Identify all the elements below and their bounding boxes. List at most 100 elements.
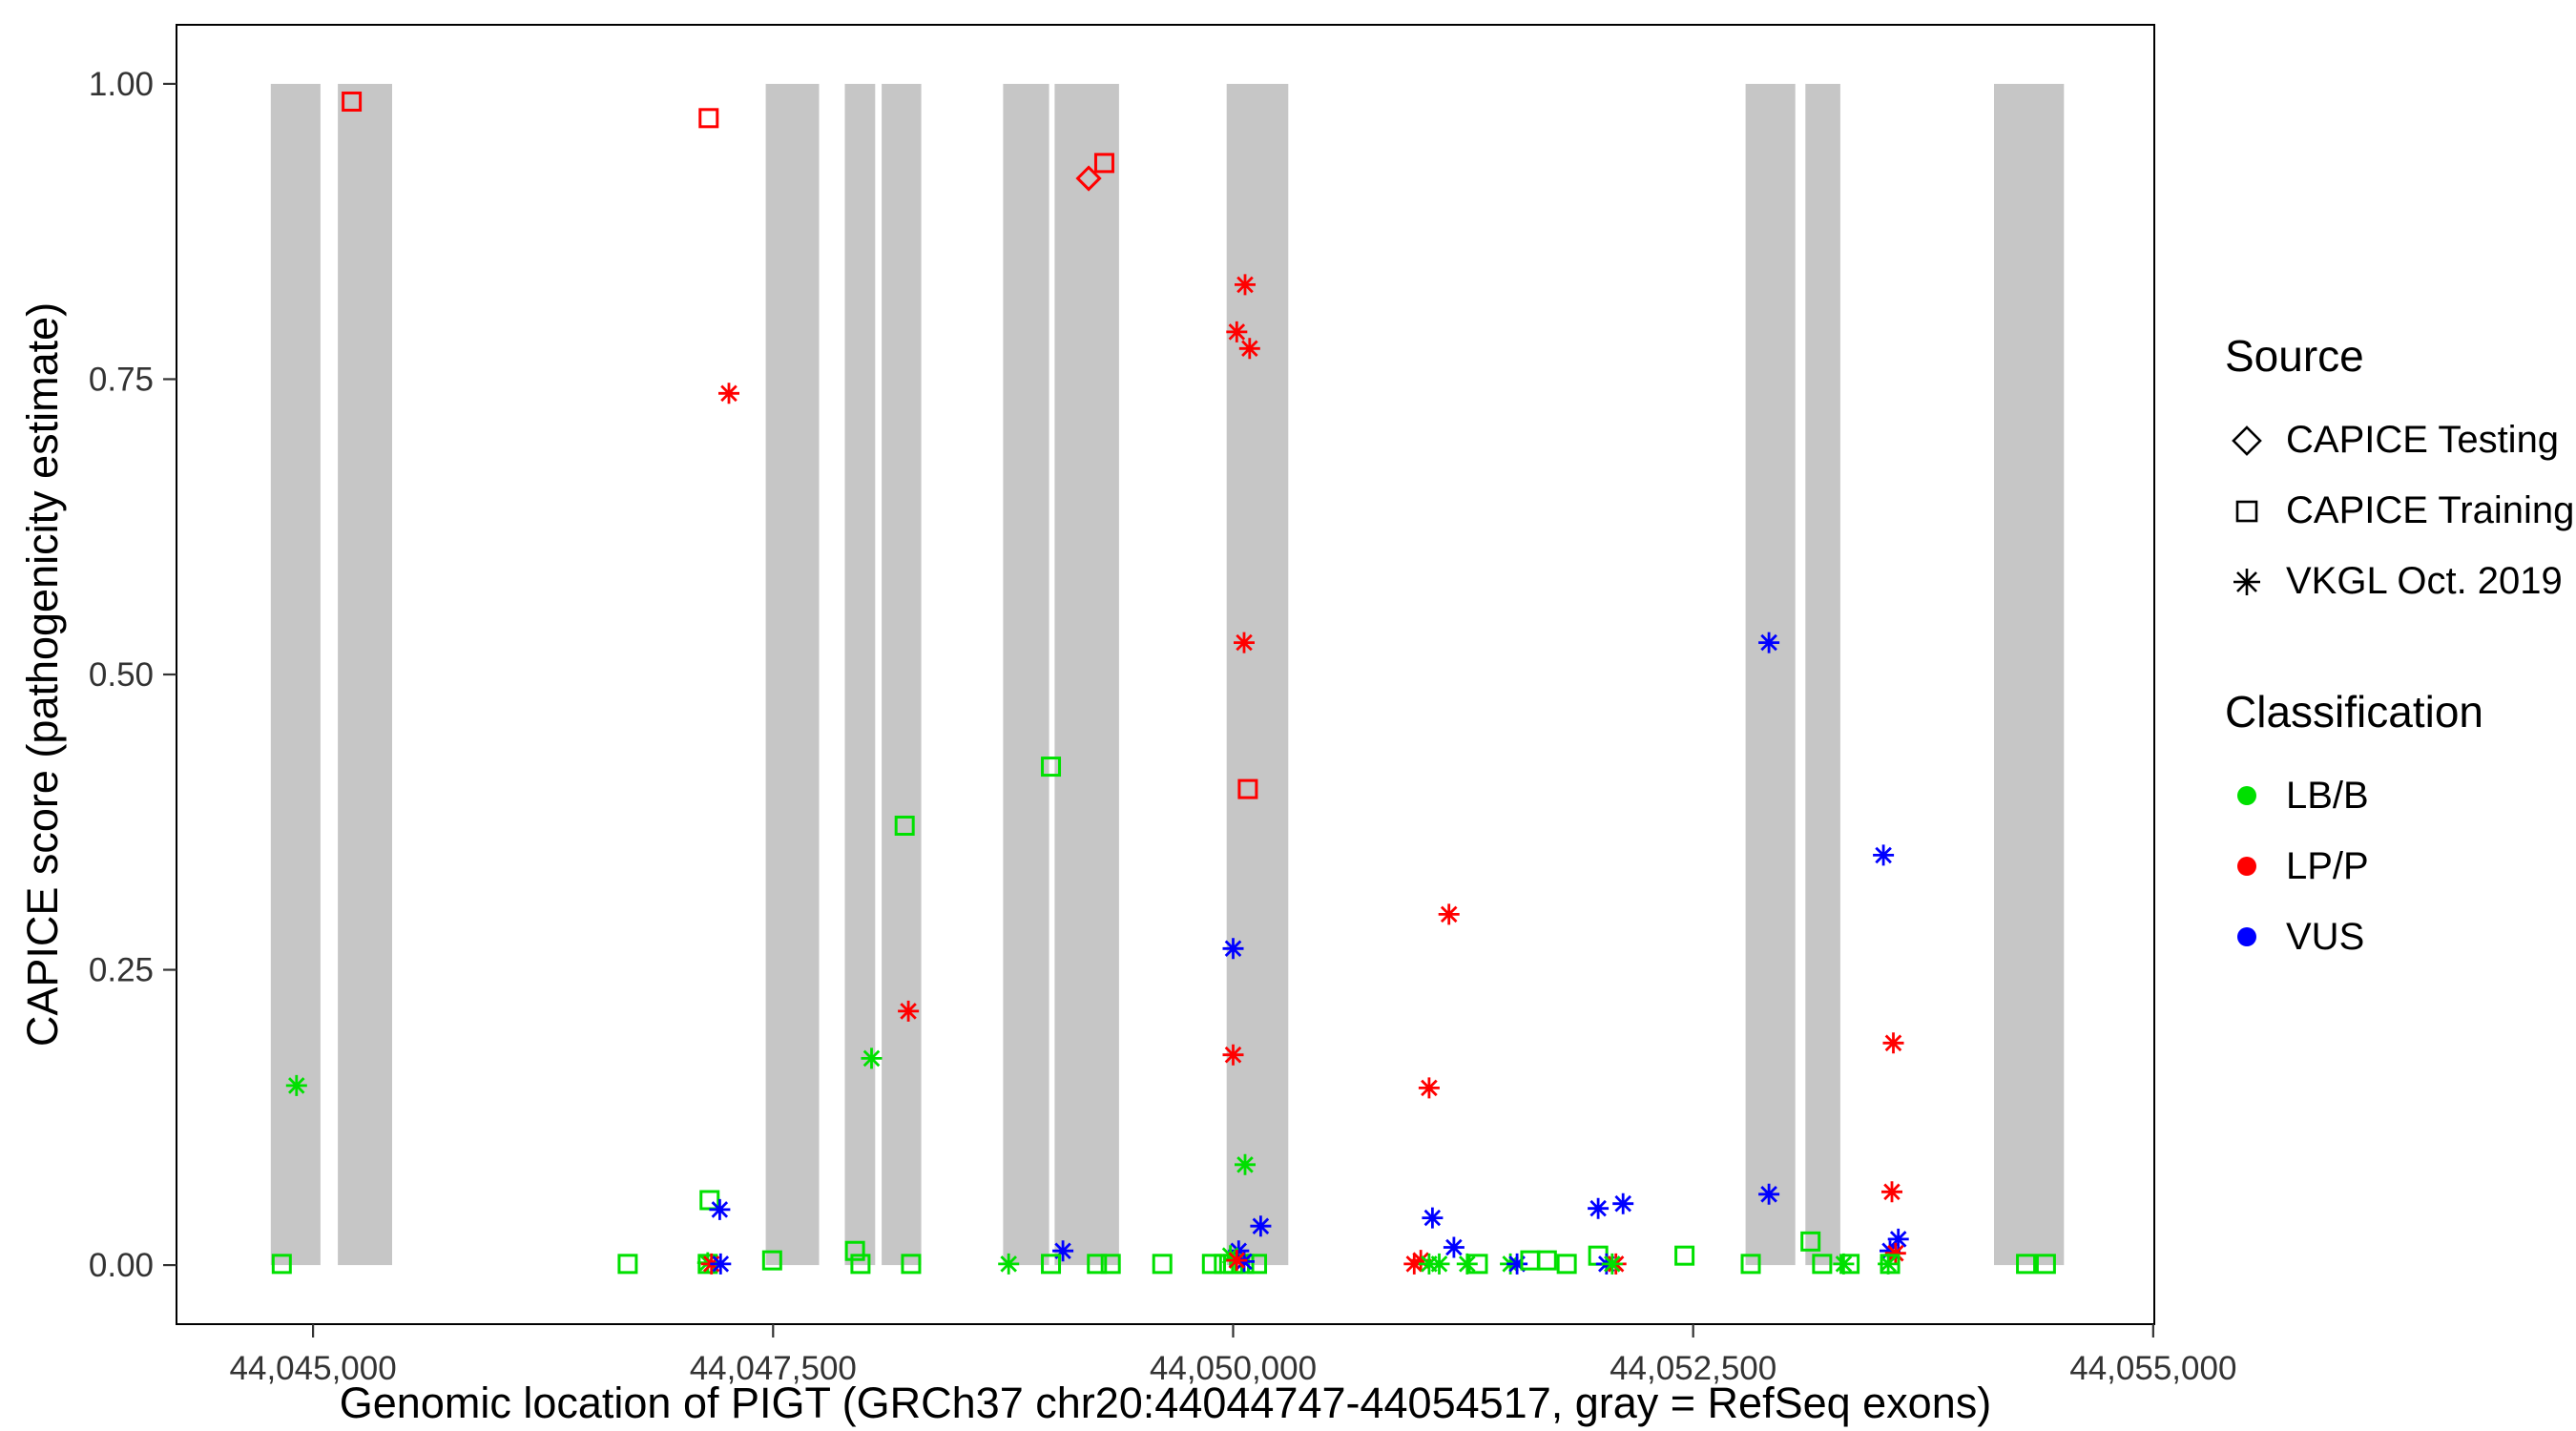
data-point-asterisk — [285, 1074, 307, 1096]
data-point-asterisk — [1881, 1181, 1902, 1203]
exon-band — [1226, 83, 1289, 1266]
legend-item-vkgl: VKGL Oct. 2019 — [2225, 547, 2574, 617]
legend-source-title: Source — [2225, 331, 2364, 381]
y-tick-label: 0.25 — [89, 952, 154, 989]
exon-band — [1994, 83, 2065, 1266]
data-point-asterisk — [1882, 1032, 1904, 1054]
data-point-square — [1536, 1250, 1557, 1271]
panel-border — [176, 24, 2155, 1325]
data-point-square — [1237, 778, 1258, 799]
data-point-asterisk — [1234, 632, 1255, 653]
y-tick-label: 0.75 — [89, 361, 154, 398]
y-axis-title: CAPICE score (pathogenicity estimate) — [18, 302, 67, 1047]
data-point-square — [1812, 1254, 1833, 1275]
data-point-square — [1740, 1254, 1761, 1275]
data-point-asterisk — [1428, 1253, 1450, 1275]
data-point-asterisk — [1873, 844, 1895, 866]
exon-band — [1003, 83, 1049, 1266]
asterisk-icon — [2233, 568, 2260, 595]
legend-classification-title: Classification — [2225, 686, 2483, 736]
data-point-square — [1556, 1254, 1577, 1275]
square-icon — [2235, 500, 2258, 522]
circle-icon — [2237, 786, 2256, 806]
data-point-asterisk — [1601, 1253, 1623, 1275]
data-point-asterisk — [1235, 274, 1256, 296]
y-tick-label: 1.00 — [89, 66, 154, 103]
data-point-asterisk — [1506, 1253, 1528, 1275]
data-point-asterisk — [1456, 1253, 1478, 1275]
data-point-asterisk — [1222, 938, 1244, 960]
data-point-square — [844, 1240, 865, 1261]
x-tick-label: 44,045,000 — [230, 1350, 397, 1387]
data-point-asterisk — [998, 1253, 1020, 1275]
legend-item-vus: VUS — [2225, 902, 2574, 972]
data-point-square — [617, 1254, 638, 1275]
data-point-square — [1880, 1254, 1901, 1275]
exon-band — [844, 83, 876, 1266]
data-point-square — [1520, 1250, 1541, 1271]
legend-item-label: LB/B — [2286, 774, 2369, 817]
data-point-asterisk — [1052, 1240, 1074, 1262]
legend-item-label: CAPICE Testing — [2286, 419, 2560, 462]
data-point-square — [1041, 757, 1062, 778]
exon-band — [1745, 83, 1796, 1266]
data-point-square — [1100, 1254, 1121, 1275]
data-point-asterisk — [1250, 1215, 1272, 1237]
data-point-asterisk — [1758, 1183, 1780, 1205]
exon-band — [270, 83, 321, 1266]
data-point-asterisk — [1612, 1192, 1634, 1214]
data-point-square — [271, 1254, 292, 1275]
data-point-square — [761, 1250, 782, 1271]
data-point-asterisk — [1238, 338, 1260, 360]
legend-item-label: VUS — [2286, 915, 2365, 958]
data-point-asterisk — [1758, 632, 1780, 653]
legend-item-lbb: LB/B — [2225, 760, 2574, 831]
y-tick-label: 0.00 — [89, 1247, 154, 1284]
data-point-square — [1152, 1254, 1173, 1275]
data-point-asterisk — [1443, 1236, 1465, 1258]
x-tick-label: 44,047,500 — [690, 1350, 857, 1387]
data-point-asterisk — [1422, 1207, 1444, 1229]
data-point-diamond — [1075, 165, 1102, 192]
diamond-icon — [2232, 425, 2262, 456]
exon-band — [1805, 83, 1840, 1266]
exon-band — [338, 83, 392, 1266]
data-point-asterisk — [1438, 903, 1460, 925]
legend-classification-group: Classification LB/B LP/P VUS — [2225, 686, 2574, 973]
data-point-asterisk — [1222, 1044, 1244, 1066]
legend: Source CAPICE Testing CAPICE Training VK… — [2225, 332, 2574, 972]
circle-icon — [2237, 927, 2256, 947]
x-tick-label: 44,052,500 — [1610, 1350, 1776, 1387]
data-point-square — [1093, 153, 1114, 174]
data-point-square — [1041, 1254, 1062, 1275]
legend-item-lpp: LP/P — [2225, 831, 2574, 902]
x-tick-label: 44,050,000 — [1150, 1350, 1317, 1387]
data-point-square — [1800, 1231, 1821, 1252]
data-point-square — [1467, 1254, 1488, 1275]
data-point-asterisk — [1878, 1253, 1900, 1275]
data-point-square — [2035, 1254, 2056, 1275]
data-point-square — [850, 1254, 871, 1275]
data-point-asterisk — [1418, 1077, 1440, 1099]
data-point-square — [698, 108, 719, 129]
data-point-asterisk — [718, 383, 739, 404]
data-point-square — [894, 815, 915, 836]
legend-item-capice-testing: CAPICE Testing — [2225, 405, 2574, 476]
x-axis-title: Genomic location of PIGT (GRCh37 chr20:4… — [340, 1379, 1991, 1427]
data-point-asterisk — [1235, 1153, 1256, 1175]
data-point-asterisk — [898, 1000, 920, 1022]
data-point-asterisk — [1588, 1197, 1610, 1219]
data-point-square — [1674, 1245, 1695, 1266]
data-point-square — [1201, 1254, 1222, 1275]
circle-icon — [2237, 857, 2256, 877]
legend-source-group: Source CAPICE Testing CAPICE Training VK… — [2225, 332, 2574, 617]
data-point-square — [1839, 1254, 1860, 1275]
data-point-square — [2016, 1254, 2037, 1275]
data-point-asterisk — [861, 1047, 883, 1069]
data-point-square — [1247, 1254, 1268, 1275]
data-point-square — [1087, 1254, 1108, 1275]
data-point-square — [901, 1254, 922, 1275]
legend-item-label: CAPICE Training — [2286, 489, 2575, 532]
